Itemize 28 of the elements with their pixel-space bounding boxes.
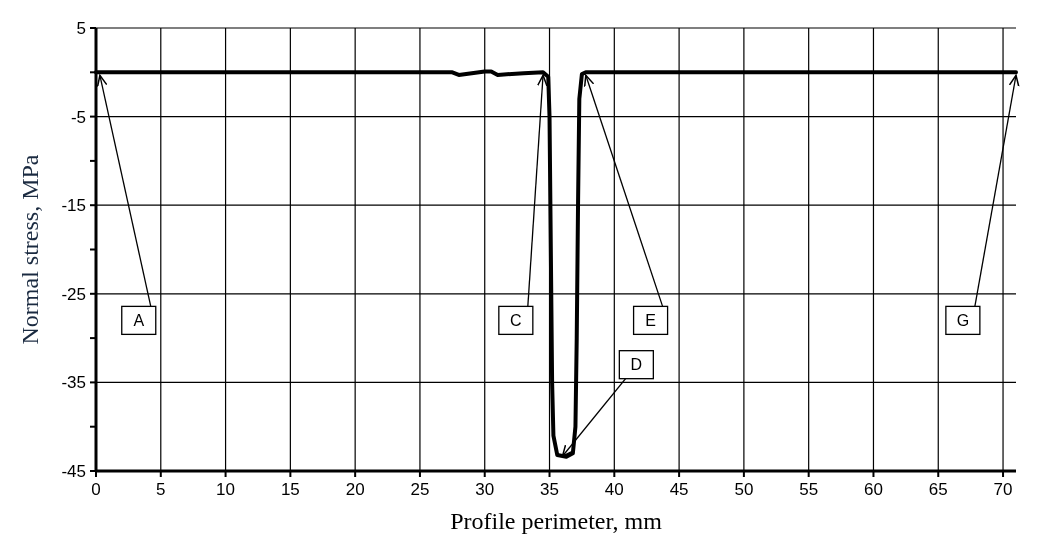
- x-tick-label: 5: [156, 480, 166, 499]
- x-tick-label: 15: [280, 480, 300, 499]
- x-tick-label: 20: [345, 480, 365, 499]
- y-tick-label: 5: [76, 18, 86, 38]
- x-tick-label: 25: [410, 480, 430, 499]
- x-tick-label: 40: [604, 480, 624, 499]
- y-tick-label: -5: [70, 107, 86, 127]
- x-tick-label: 55: [799, 480, 819, 499]
- x-tick-label: 0: [91, 480, 101, 499]
- annotation: A: [133, 311, 145, 329]
- y-tick-label: -25: [61, 284, 86, 304]
- y-tick-label: -15: [61, 196, 86, 216]
- y-tick-label: -45: [61, 461, 86, 481]
- x-tick-label: 65: [928, 480, 948, 499]
- annotation: D: [630, 356, 643, 374]
- x-tick-label: 30: [475, 480, 495, 499]
- annotation: E: [645, 311, 656, 329]
- x-tick-label: 10: [216, 480, 236, 499]
- annotation: G: [956, 311, 970, 329]
- y-axis-title: Normal stress, MPa: [17, 154, 43, 345]
- x-tick-label: 60: [864, 480, 883, 499]
- y-tick-label: -35: [61, 373, 86, 393]
- x-tick-label: 35: [540, 480, 559, 499]
- x-axis-title: Profile perimeter, mm: [450, 508, 663, 534]
- x-tick-label: 45: [669, 480, 689, 499]
- x-tick-label: 70: [993, 480, 1013, 499]
- annotation: C: [510, 311, 522, 329]
- x-tick-label: 50: [734, 480, 754, 499]
